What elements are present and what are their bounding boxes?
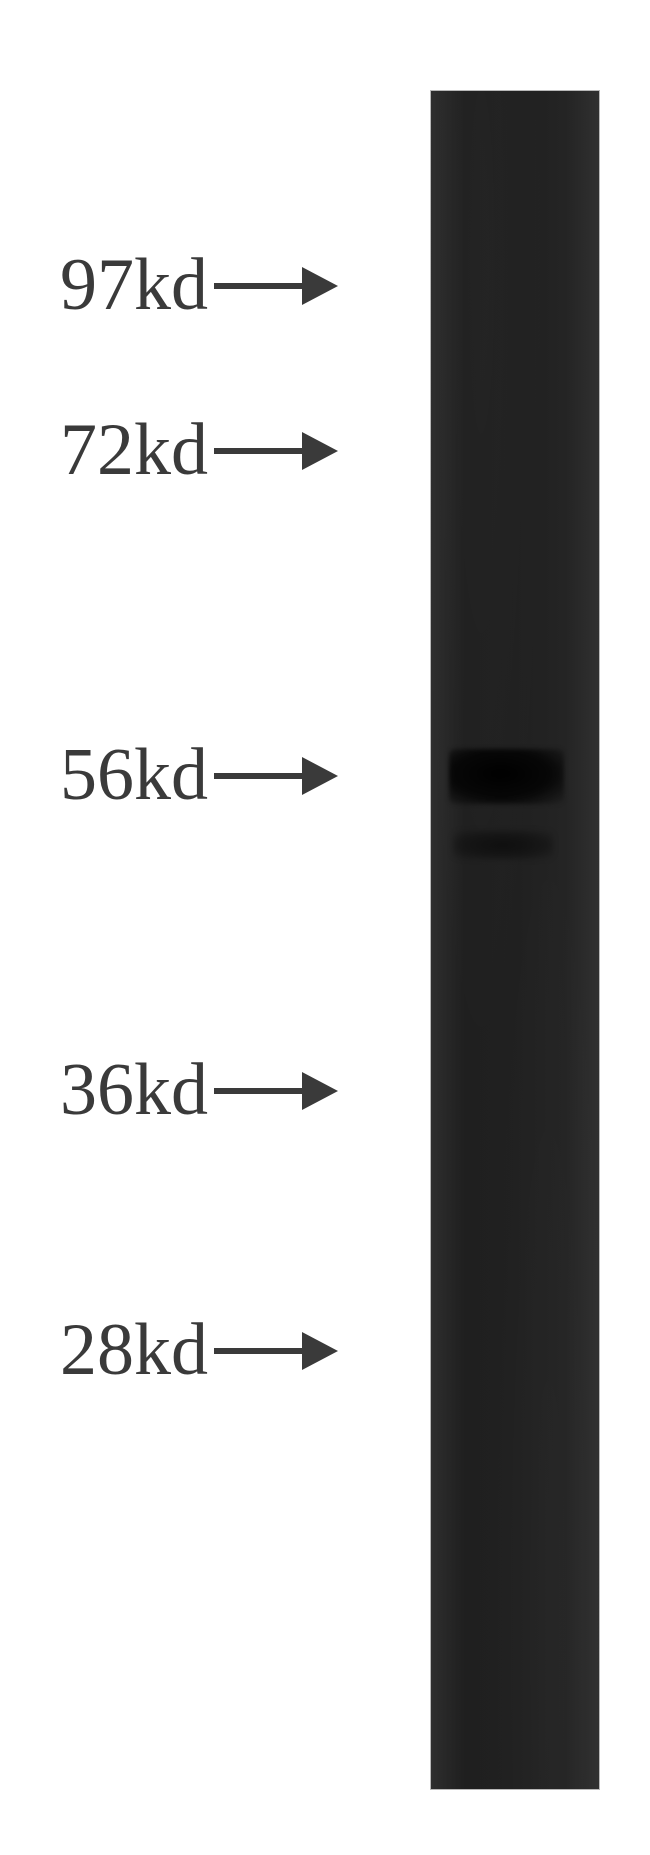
blot-lane [430, 90, 600, 1790]
lane-texture [431, 91, 599, 1789]
marker-label: 97kd [60, 243, 208, 328]
arrow-icon [214, 432, 338, 470]
arrow-icon [214, 1332, 338, 1370]
marker-label: 72kd [60, 408, 208, 493]
protein-band-main [449, 749, 564, 804]
arrow-shaft [214, 1348, 302, 1354]
arrow-shaft [214, 1088, 302, 1094]
marker-row-56kd: 56kd [60, 733, 338, 818]
western-blot-figure: WWW.PTGLAB.COM 97kd72kd56kd36kd28kd [0, 0, 650, 1855]
marker-label: 28kd [60, 1308, 208, 1393]
arrow-head [302, 1332, 338, 1370]
arrow-icon [214, 1072, 338, 1110]
arrow-head [302, 267, 338, 305]
marker-row-36kd: 36kd [60, 1048, 338, 1133]
arrow-head [302, 432, 338, 470]
arrow-icon [214, 267, 338, 305]
arrow-shaft [214, 773, 302, 779]
protein-band-faint [453, 831, 553, 859]
arrow-shaft [214, 448, 302, 454]
marker-row-97kd: 97kd [60, 243, 338, 328]
arrow-icon [214, 757, 338, 795]
marker-row-72kd: 72kd [60, 408, 338, 493]
arrow-shaft [214, 283, 302, 289]
arrow-head [302, 1072, 338, 1110]
marker-label: 36kd [60, 1048, 208, 1133]
marker-row-28kd: 28kd [60, 1308, 338, 1393]
marker-label: 56kd [60, 733, 208, 818]
arrow-head [302, 757, 338, 795]
